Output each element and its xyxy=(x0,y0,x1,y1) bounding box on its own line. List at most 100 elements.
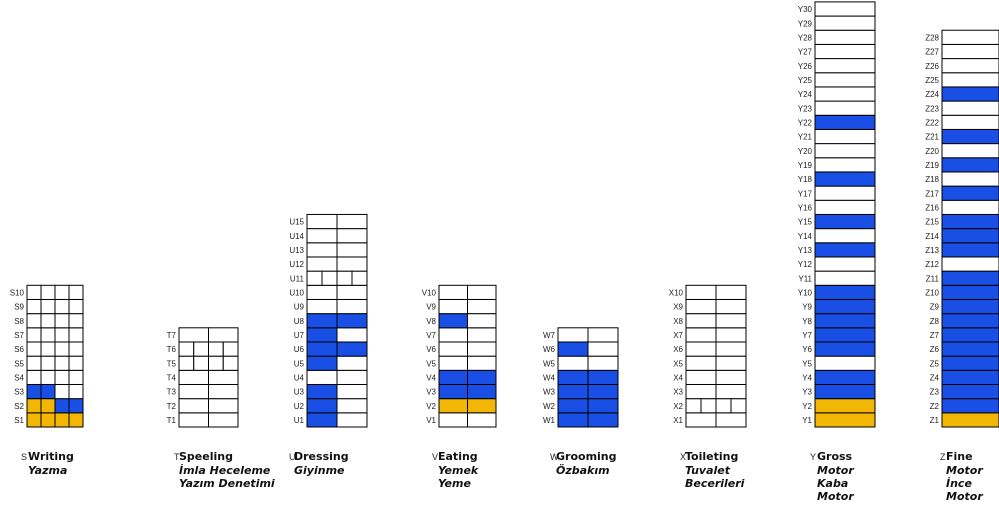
row-label: W6 xyxy=(543,345,556,354)
row-label: Z15 xyxy=(925,218,939,227)
cell-x6-2 xyxy=(715,341,747,357)
cell-x2-1 xyxy=(685,398,702,414)
cell-y24-1 xyxy=(814,86,876,102)
cell-s4-3 xyxy=(54,369,70,385)
row-label: W4 xyxy=(543,374,556,383)
row-label: U14 xyxy=(289,232,304,241)
row-label: Z3 xyxy=(930,388,940,397)
cell-z28-1 xyxy=(941,29,999,45)
cell-s7-2 xyxy=(40,327,56,343)
cell-v8-1 xyxy=(438,313,468,329)
cell-s1-3 xyxy=(54,412,70,428)
row-label: V3 xyxy=(426,388,436,397)
cell-t7-2 xyxy=(208,327,239,343)
row-label: Z17 xyxy=(925,189,939,198)
cell-s5-3 xyxy=(54,355,70,371)
cell-w1-1 xyxy=(557,412,589,428)
cell-t2-2 xyxy=(208,398,239,414)
cell-v2-2 xyxy=(467,398,497,414)
cell-y3-1 xyxy=(814,383,876,400)
cell-z16-1 xyxy=(941,199,999,215)
cell-w3-1 xyxy=(557,383,589,400)
cell-y11-1 xyxy=(814,270,876,286)
row-label: U13 xyxy=(289,246,304,255)
row-label: W7 xyxy=(543,331,556,340)
row-label: V7 xyxy=(426,331,436,340)
row-label: Z10 xyxy=(925,289,939,298)
row-label: Y20 xyxy=(798,147,813,156)
cell-z27-1 xyxy=(941,43,999,60)
row-label: Y19 xyxy=(798,161,813,170)
row-label: S8 xyxy=(14,317,24,326)
row-label: Z8 xyxy=(930,317,940,326)
cell-s10-2 xyxy=(40,284,56,300)
row-label: U12 xyxy=(289,260,304,269)
cell-u2-1 xyxy=(306,398,338,414)
cell-x7-2 xyxy=(715,327,747,343)
cell-s10-3 xyxy=(54,284,70,300)
row-label: Z28 xyxy=(925,33,939,42)
row-label: Z20 xyxy=(925,147,939,156)
cell-z25-1 xyxy=(941,72,999,88)
cell-u7-2 xyxy=(336,327,368,343)
row-label: Y14 xyxy=(798,232,813,241)
cell-z24-1 xyxy=(941,86,999,102)
cell-u14-2 xyxy=(336,228,368,244)
cell-z5-1 xyxy=(941,355,999,371)
cell-z13-1 xyxy=(941,242,999,258)
cell-y9-1 xyxy=(814,298,876,315)
row-label: X4 xyxy=(673,374,683,383)
cell-s9-2 xyxy=(40,298,56,315)
row-label: Y9 xyxy=(802,303,812,312)
cell-y17-1 xyxy=(814,185,876,201)
cell-v5-1 xyxy=(438,355,468,371)
cell-s8-2 xyxy=(40,313,56,329)
column-subtitle: İnce xyxy=(946,476,972,490)
column-z: Z1 Z2 Z3 Z4 Z5 Z6 Z7 Z8 Z9 Z10 Z11 Z12 Z13 Z14 Z15 Z16 Z… xyxy=(925,29,999,503)
cell-y5-1 xyxy=(814,355,876,371)
cell-y15-1 xyxy=(814,213,876,230)
cell-s5-2 xyxy=(40,355,56,371)
cell-y6-1 xyxy=(814,341,876,357)
cell-v1-1 xyxy=(438,412,468,428)
cell-s6-4 xyxy=(68,341,84,357)
row-label: Y18 xyxy=(798,175,813,184)
cell-z22-1 xyxy=(941,114,999,130)
cell-x5-2 xyxy=(715,355,747,371)
column-subtitle: Yazım Denetimi xyxy=(179,477,275,490)
cell-t6-2 xyxy=(193,341,209,357)
row-label: Y1 xyxy=(802,416,812,425)
cell-s9-1 xyxy=(26,298,42,315)
row-label: U10 xyxy=(289,289,304,298)
cell-z18-1 xyxy=(941,171,999,187)
row-label: Z5 xyxy=(930,359,940,368)
column-subtitle: Yeme xyxy=(438,477,471,490)
cell-u11-1 xyxy=(306,270,323,286)
row-label: X3 xyxy=(673,388,683,397)
cell-y29-1 xyxy=(814,15,876,31)
column-title: Fine xyxy=(946,450,973,463)
cell-z12-1 xyxy=(941,256,999,272)
row-label: S9 xyxy=(14,303,24,312)
row-label: V2 xyxy=(426,402,436,411)
cell-s5-4 xyxy=(68,355,84,371)
column-subtitle: Becerileri xyxy=(685,477,745,490)
row-label: Y2 xyxy=(802,402,812,411)
column-x: X1 X2 X3 X4 X5 X6 X7 X8 X9 X10 XToiletingTuvaletBe… xyxy=(669,284,747,490)
cell-w4-2 xyxy=(587,369,619,385)
row-label: T4 xyxy=(167,374,177,383)
cell-y26-1 xyxy=(814,58,876,74)
column-subtitle: Kaba xyxy=(817,477,848,490)
row-label: S3 xyxy=(14,388,24,397)
row-label: Y28 xyxy=(798,33,813,42)
row-label: Y13 xyxy=(798,246,813,255)
cell-u9-1 xyxy=(306,298,338,315)
row-label: T3 xyxy=(167,388,177,397)
cell-s7-4 xyxy=(68,327,84,343)
cell-x4-2 xyxy=(715,369,747,385)
cell-u5-2 xyxy=(336,355,368,371)
cell-v7-2 xyxy=(467,327,497,343)
column-subtitle: İmla Heceleme xyxy=(179,463,271,477)
